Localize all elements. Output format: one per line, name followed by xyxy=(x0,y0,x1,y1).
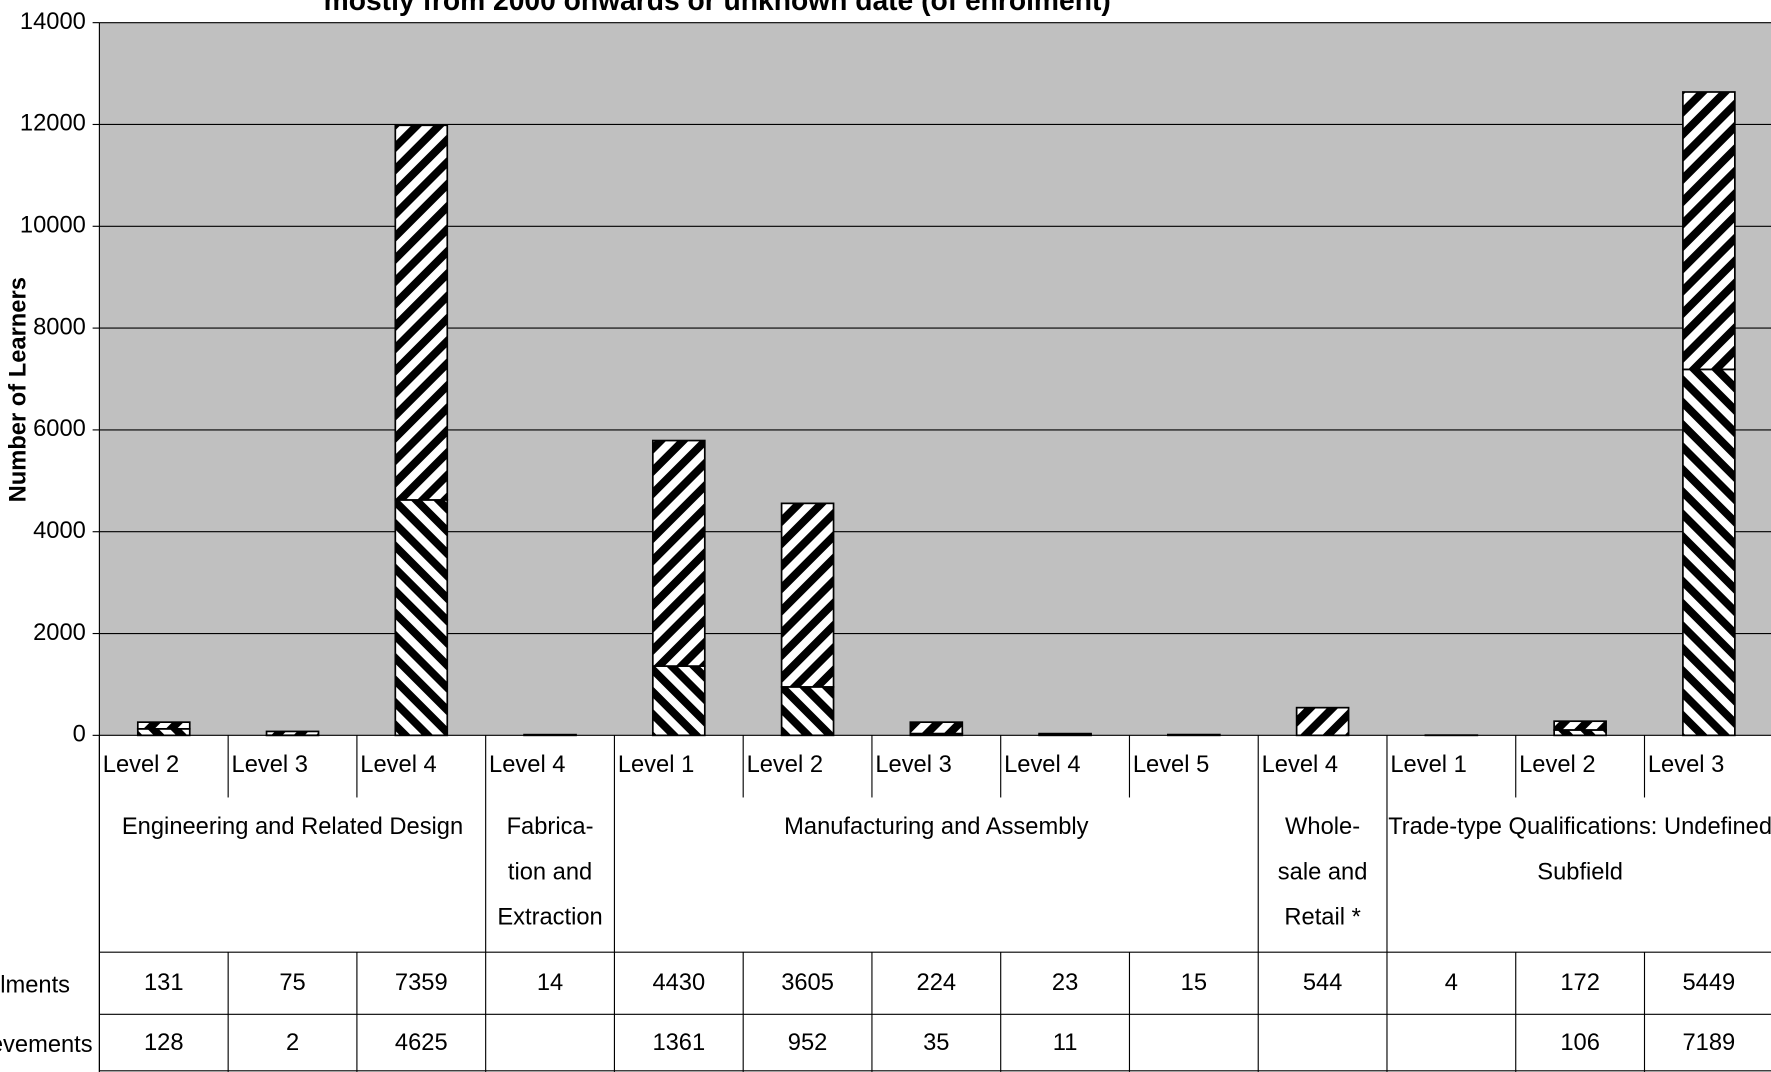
table-row-label: Enrolments xyxy=(0,972,70,998)
bar-segment xyxy=(265,730,320,737)
bar-segment xyxy=(136,727,191,737)
bar-segment xyxy=(780,686,835,737)
y-tick-label: 8000 xyxy=(33,314,86,340)
table-value: 7359 xyxy=(395,970,448,996)
bar-segment xyxy=(394,499,449,737)
table-value: 952 xyxy=(788,1030,828,1056)
table-value: 131 xyxy=(144,970,184,996)
table-value: 15 xyxy=(1181,970,1207,996)
y-tick-label: 14000 xyxy=(20,9,86,35)
x-tick-label: Level 1 xyxy=(618,752,694,778)
bar-segment xyxy=(1682,368,1736,737)
x-tick-label: Level 5 xyxy=(1133,752,1209,778)
bar-segment xyxy=(1553,720,1607,731)
table-value: 128 xyxy=(144,1030,184,1056)
bar-segment xyxy=(651,665,706,737)
y-tick-label: 2000 xyxy=(33,620,86,646)
table-value: 1361 xyxy=(652,1030,705,1056)
group-label: tion and xyxy=(508,859,592,885)
group-label: Manufacturing and Assembly xyxy=(784,814,1089,840)
x-tick-label: Level 4 xyxy=(1004,752,1080,778)
group-label: Engineering and Related Design xyxy=(122,814,463,840)
x-tick-label: Level 3 xyxy=(875,752,951,778)
table-value: 7189 xyxy=(1683,1030,1736,1056)
table-value: 224 xyxy=(917,970,957,996)
group-label: sale and xyxy=(1278,859,1368,885)
bar-segment xyxy=(780,502,835,688)
group-label: Subfield xyxy=(1537,859,1623,885)
bar-segment xyxy=(651,439,706,667)
group-label: Fabrica- xyxy=(507,814,594,840)
group-label: Extraction xyxy=(497,905,602,931)
y-tick-label: 12000 xyxy=(20,111,86,137)
bar-segment xyxy=(394,124,449,501)
y-tick-label: 4000 xyxy=(33,518,86,544)
x-tick-label: Level 2 xyxy=(103,752,179,778)
table-value: 35 xyxy=(923,1030,949,1056)
group-label: Retail * xyxy=(1284,905,1360,931)
table-value: 14 xyxy=(537,970,563,996)
table-value: 3605 xyxy=(781,970,834,996)
table-value: 2 xyxy=(286,1030,299,1056)
bar-segment xyxy=(909,721,964,735)
x-tick-label: Level 3 xyxy=(232,752,308,778)
x-tick-label: Level 1 xyxy=(1390,752,1466,778)
bar-segment xyxy=(523,733,577,737)
chart-title: mostly from 2000 onwards or unknown date… xyxy=(324,0,1111,16)
table-value: 4 xyxy=(1445,970,1458,996)
y-axis-label: Number of Learners xyxy=(5,277,31,502)
x-tick-label: Level 4 xyxy=(1262,752,1338,778)
table-value: 4430 xyxy=(652,970,705,996)
bar-segment xyxy=(1295,706,1350,737)
group-label: Trade-type Qualifications: Undefined xyxy=(1388,814,1771,840)
bar-segment xyxy=(1682,91,1736,371)
x-tick-label: Level 2 xyxy=(747,752,823,778)
y-tick-label: 10000 xyxy=(20,213,86,239)
table-value: 172 xyxy=(1560,970,1600,996)
table-value: 4625 xyxy=(395,1030,448,1056)
table-value: 544 xyxy=(1303,970,1343,996)
x-tick-label: Level 4 xyxy=(489,752,565,778)
table-value: 11 xyxy=(1053,1030,1078,1056)
bar-segment xyxy=(1038,732,1092,736)
group-label: Whole- xyxy=(1285,814,1360,840)
x-tick-label: Level 3 xyxy=(1648,752,1724,778)
bar-segment xyxy=(136,721,191,730)
table-value: 75 xyxy=(279,970,305,996)
y-tick-label: 0 xyxy=(73,722,86,748)
table-row-label: Achievements xyxy=(0,1032,93,1058)
table-value: 5449 xyxy=(1683,970,1736,996)
bar-segment xyxy=(1167,733,1221,737)
y-tick-label: 6000 xyxy=(33,416,86,442)
table-value: 106 xyxy=(1560,1030,1600,1056)
table-value: 23 xyxy=(1052,970,1078,996)
x-tick-label: Level 2 xyxy=(1519,752,1595,778)
plot-area xyxy=(99,22,1771,736)
x-tick-label: Level 4 xyxy=(360,752,436,778)
